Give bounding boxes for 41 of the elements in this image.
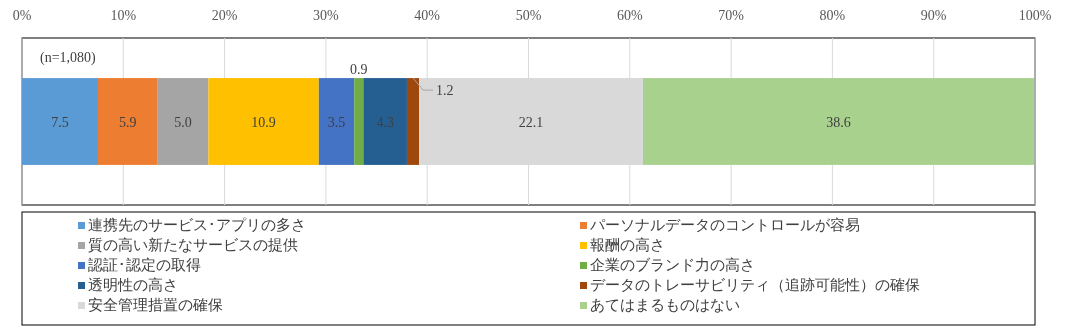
annotation: (n=1,080) xyxy=(40,50,97,66)
legend-label: あてはまるものはない xyxy=(590,296,740,314)
bar xyxy=(642,78,1034,165)
data-label: 3.5 xyxy=(327,114,346,130)
legend-label: 連携先のサービス･アプリの多さ xyxy=(88,216,306,234)
x-tick-label: 60% xyxy=(616,8,643,23)
x-tick-label: 30% xyxy=(313,8,340,23)
x-tick-label: 100% xyxy=(1018,8,1052,23)
legend-label: パーソナルデータのコントロールが容易 xyxy=(589,216,860,234)
bar xyxy=(208,78,319,165)
data-label: 7.5 xyxy=(51,114,69,130)
bar xyxy=(406,78,420,165)
bar xyxy=(157,78,209,165)
legend-label: 安全管理措置の確保 xyxy=(88,296,223,314)
data-label: 5.9 xyxy=(119,114,137,130)
bar xyxy=(97,78,158,165)
bar xyxy=(318,78,355,165)
legend-label: 企業のブランド力の高さ xyxy=(590,256,755,274)
data-label: 22.1 xyxy=(518,114,544,130)
x-tick-label: 0% xyxy=(12,8,32,23)
x-tick-label: 70% xyxy=(718,8,745,23)
bar xyxy=(22,78,98,165)
legend-label: 認証･認定の取得 xyxy=(88,256,201,274)
x-tick-label: 50% xyxy=(515,8,542,23)
x-tick-label: 90% xyxy=(920,8,947,23)
bar xyxy=(363,78,407,165)
x-tick-label: 10% xyxy=(110,8,137,23)
x-tick-label: 20% xyxy=(211,8,238,23)
x-tick-label: 40% xyxy=(414,8,441,23)
legend-label: データのトレーサビリティ（追跡可能性）の確保 xyxy=(590,276,920,294)
legend-label: 報酬の高さ xyxy=(590,236,665,254)
x-tick-label: 80% xyxy=(819,8,846,23)
data-label: 4.3 xyxy=(376,114,394,130)
legend-label: 透明性の高さ xyxy=(88,276,178,294)
legend-label: 質の高い新たなサービスの提供 xyxy=(88,236,298,254)
data-label: 1.2 xyxy=(436,83,454,99)
data-label: 10.9 xyxy=(251,114,276,130)
data-label: 5.0 xyxy=(174,114,192,130)
data-label: 38.6 xyxy=(826,114,851,130)
data-label: 0.9 xyxy=(350,62,368,78)
bar xyxy=(354,78,364,165)
